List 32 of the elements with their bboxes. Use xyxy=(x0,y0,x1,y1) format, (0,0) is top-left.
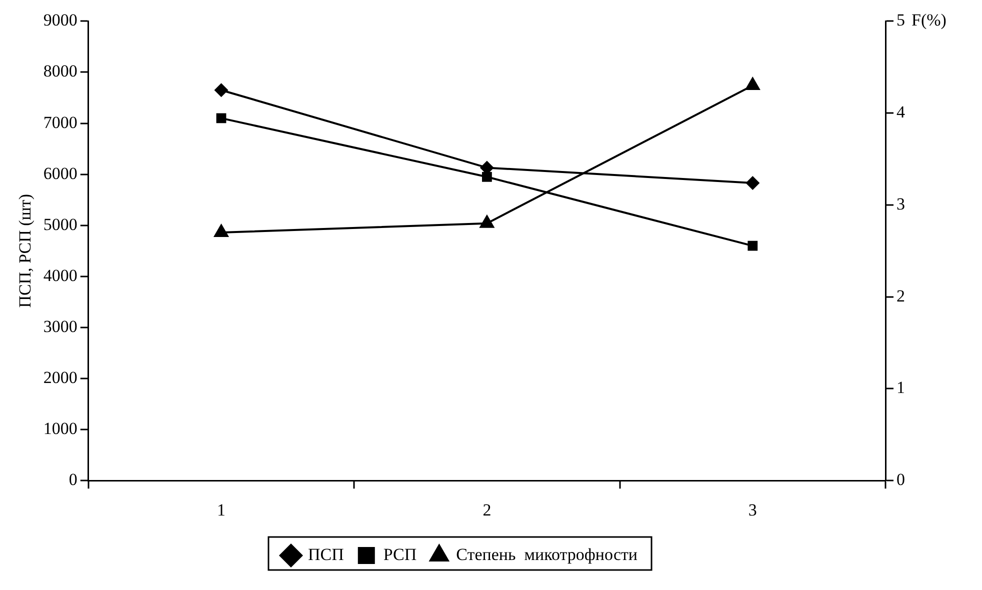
y2-tick-label: 5 xyxy=(896,10,905,30)
x-tick-label: 2 xyxy=(482,500,492,520)
y2-axis-title: F(%) xyxy=(912,10,946,30)
point xyxy=(213,224,230,238)
point xyxy=(479,214,495,228)
y-tick-label: 9000 xyxy=(43,10,78,30)
x-tick-label: 3 xyxy=(748,500,757,520)
legend-label: РСП xyxy=(383,544,417,564)
y2-tick-label: 1 xyxy=(896,378,905,398)
y-tick-label: 3000 xyxy=(43,316,78,336)
y-tick-label: 8000 xyxy=(43,62,78,81)
point xyxy=(482,172,492,182)
y-tick-label: 4000 xyxy=(43,266,78,285)
legend-label: Степень микотрофности xyxy=(456,544,638,564)
y2-tick-label: 2 xyxy=(896,286,905,306)
point xyxy=(744,76,760,90)
legend-label: ПСП xyxy=(308,544,344,564)
point xyxy=(216,113,226,124)
y-axis-title: ПСП, РСП (шт) xyxy=(16,194,35,308)
y2-tick-label: 3 xyxy=(896,194,905,214)
y-tick-label: 1000 xyxy=(43,419,78,438)
y2-tick-label: 4 xyxy=(896,102,906,122)
y-tick-label: 7000 xyxy=(43,112,78,132)
x-tick-label: 1 xyxy=(217,500,226,520)
y2-tick-label: 0 xyxy=(896,470,905,490)
y-tick-label: 0 xyxy=(68,470,78,490)
y-tick-label: 6000 xyxy=(43,164,78,183)
y-tick-label: 5000 xyxy=(43,214,78,234)
point xyxy=(746,176,760,190)
point xyxy=(748,240,758,251)
y-tick-label: 2000 xyxy=(43,368,78,387)
point xyxy=(214,83,228,98)
